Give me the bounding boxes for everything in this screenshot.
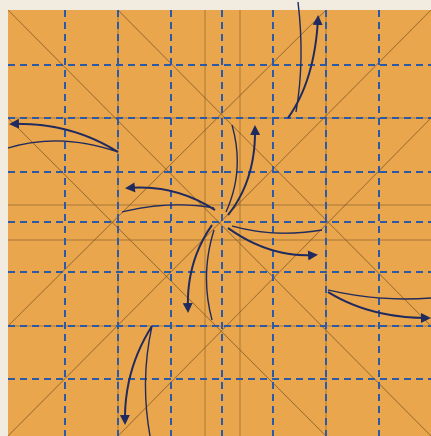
valley-folds [8,10,431,436]
arrow [125,182,216,211]
guide-curve [121,204,215,213]
guide-curve [144,325,153,436]
arrow [119,325,153,425]
arrows [7,1,431,436]
arrow [227,125,261,216]
guide-curve [205,229,215,321]
arrow [227,227,318,261]
arrow [327,291,431,323]
arrow [287,15,323,119]
guide-curve [231,225,323,234]
guide-curve [7,140,119,153]
arrow [182,224,213,313]
guide-curve [225,124,238,213]
guide-curve [327,289,431,300]
diagonal [7,9,431,436]
arrow [9,118,119,153]
